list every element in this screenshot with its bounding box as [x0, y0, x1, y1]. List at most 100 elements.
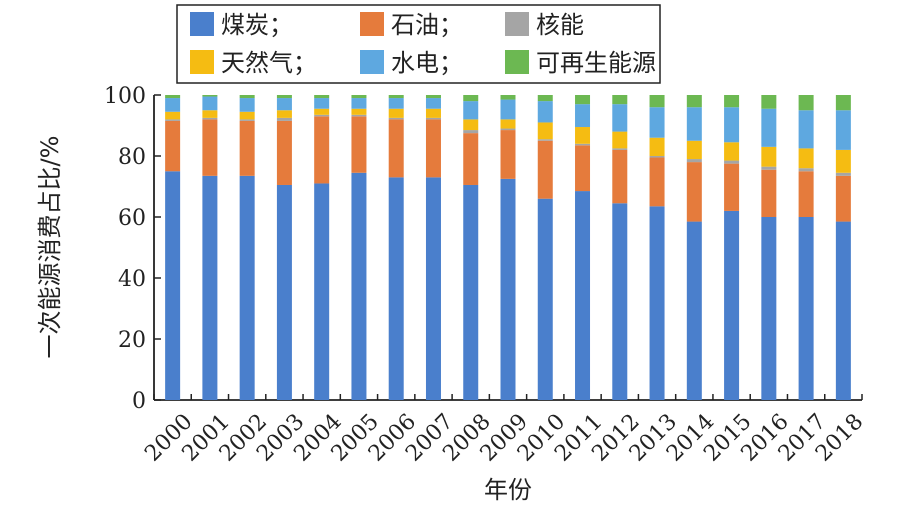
bar-segment	[835, 172, 851, 176]
bar-segment	[612, 148, 628, 150]
legend-label: 石油；	[391, 11, 463, 39]
x-ticks: 2000200120022003200420052006200720082009…	[140, 394, 868, 467]
bar-segment	[239, 95, 255, 99]
bar-segment	[761, 108, 777, 147]
bar-segment	[202, 117, 218, 120]
bar-segment	[388, 119, 404, 178]
bar-segment	[575, 143, 591, 146]
bar-segment	[165, 119, 181, 121]
bar-segment	[276, 117, 292, 121]
x-axis-title: 年份	[484, 476, 532, 504]
y-tick-label: 40	[118, 267, 146, 292]
bar-segment	[165, 111, 181, 120]
bar-segment	[835, 221, 851, 400]
legend-swatch	[505, 12, 529, 36]
bar-segment	[835, 95, 851, 111]
bar-segment	[835, 149, 851, 173]
bar-segment	[537, 140, 553, 199]
bar-segment	[500, 128, 516, 131]
bar-segment	[500, 99, 516, 120]
bar-segment	[425, 108, 441, 118]
bar-segment	[314, 108, 330, 115]
bar-segment	[314, 95, 330, 99]
bar-segment	[612, 95, 628, 105]
bar-segment	[425, 119, 441, 178]
bar-segment	[351, 95, 367, 99]
bar-segment	[686, 221, 702, 400]
bar-segment	[276, 95, 292, 99]
bar-segment	[239, 98, 255, 112]
bar-segment	[351, 98, 367, 109]
bar-segment	[724, 107, 740, 143]
bar-segment	[276, 110, 292, 118]
bar-segment	[165, 120, 181, 172]
bar-segment	[425, 95, 441, 99]
bar-segment	[239, 119, 255, 121]
bar-segment	[425, 117, 441, 120]
legend-swatch	[505, 50, 529, 74]
bar-segment	[276, 120, 292, 185]
y-tick-label: 20	[118, 328, 146, 353]
bar-segment	[202, 175, 218, 400]
bar-segment	[314, 116, 330, 184]
bar-segment	[724, 142, 740, 161]
bar-segment	[537, 101, 553, 123]
bar-segment	[388, 95, 404, 99]
bar-segment	[798, 217, 814, 400]
bar-segment	[761, 169, 777, 217]
bar-segment	[351, 172, 367, 400]
bar-segment	[537, 122, 553, 140]
bar-segment	[724, 95, 740, 108]
bar-segment	[612, 149, 628, 204]
bar-segment	[612, 104, 628, 132]
bar-segment	[798, 110, 814, 149]
bar-segment	[686, 159, 702, 163]
bar-segment	[239, 175, 255, 400]
bar-segment	[425, 177, 441, 400]
y-tick-label: 0	[132, 389, 146, 414]
bar-segment	[165, 95, 181, 99]
y-ticks: 0 20 40 60 80 100	[104, 84, 161, 414]
bar-segment	[202, 95, 218, 97]
bar-segment	[686, 107, 702, 141]
bar-segment	[724, 210, 740, 400]
legend-frame	[176, 4, 661, 84]
bar-segment	[202, 96, 218, 111]
bar-segment	[575, 127, 591, 144]
bar-segment	[388, 117, 404, 120]
bar-segment	[612, 131, 628, 149]
bar-segment	[351, 108, 367, 115]
bars	[165, 95, 851, 401]
bar-segment	[537, 139, 553, 141]
bar-segment	[575, 145, 591, 192]
bar-segment	[463, 130, 479, 134]
bar-segment	[314, 98, 330, 109]
bar-segment	[575, 191, 591, 400]
bar-segment	[165, 98, 181, 112]
bar-segment	[761, 146, 777, 167]
bar-segment	[463, 184, 479, 400]
bar-segment	[500, 178, 516, 401]
legend-swatch	[360, 12, 384, 36]
bar-segment	[724, 163, 740, 211]
bar-segment	[724, 160, 740, 164]
bar-segment	[798, 95, 814, 111]
bar-segment	[202, 119, 218, 176]
bar-segment	[761, 95, 777, 109]
bar-segment	[835, 175, 851, 222]
bar-segment	[500, 130, 516, 179]
y-tick-label: 60	[118, 206, 146, 231]
legend-swatch	[360, 50, 384, 74]
legend-swatch	[190, 12, 214, 36]
bar-segment	[351, 114, 367, 117]
bar-segment	[835, 110, 851, 150]
bar-segment	[575, 95, 591, 105]
bar-segment	[761, 217, 777, 400]
bar-segment	[351, 116, 367, 173]
bar-segment	[463, 119, 479, 131]
bar-segment	[500, 95, 516, 100]
legend-label: 水电；	[391, 49, 463, 77]
bar-segment	[388, 177, 404, 400]
